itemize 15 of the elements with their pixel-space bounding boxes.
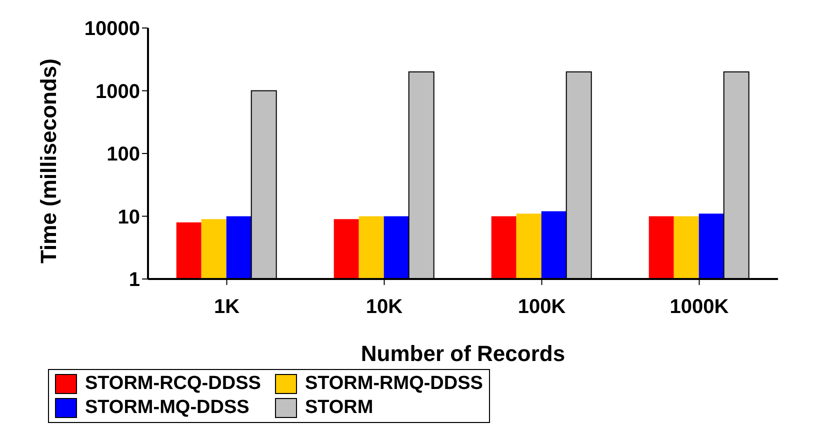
x-tick-label: 100K xyxy=(518,296,566,318)
y-tick-label: 1000 xyxy=(96,80,140,103)
legend-label: STORM xyxy=(304,397,374,419)
y-tick-label: 10000 xyxy=(84,18,140,40)
x-axis-title: Number of Records xyxy=(360,341,566,366)
x-tick-label: 1000K xyxy=(670,296,730,318)
y-tick-label: 100 xyxy=(106,144,140,166)
legend-label: STORM-RCQ-DDSS xyxy=(85,373,261,395)
y-tick-label: 1 xyxy=(128,269,140,292)
y-axis-title: Time (milliseconds) xyxy=(36,58,61,264)
x-tick-label: 10K xyxy=(366,296,404,318)
y-tick-label: 10 xyxy=(118,206,140,228)
legend-label: STORM-RMQ-DDSS xyxy=(304,373,483,395)
x-tick-label: 1K xyxy=(214,296,240,318)
legend-label: STORM-MQ-DDSS xyxy=(85,397,250,419)
